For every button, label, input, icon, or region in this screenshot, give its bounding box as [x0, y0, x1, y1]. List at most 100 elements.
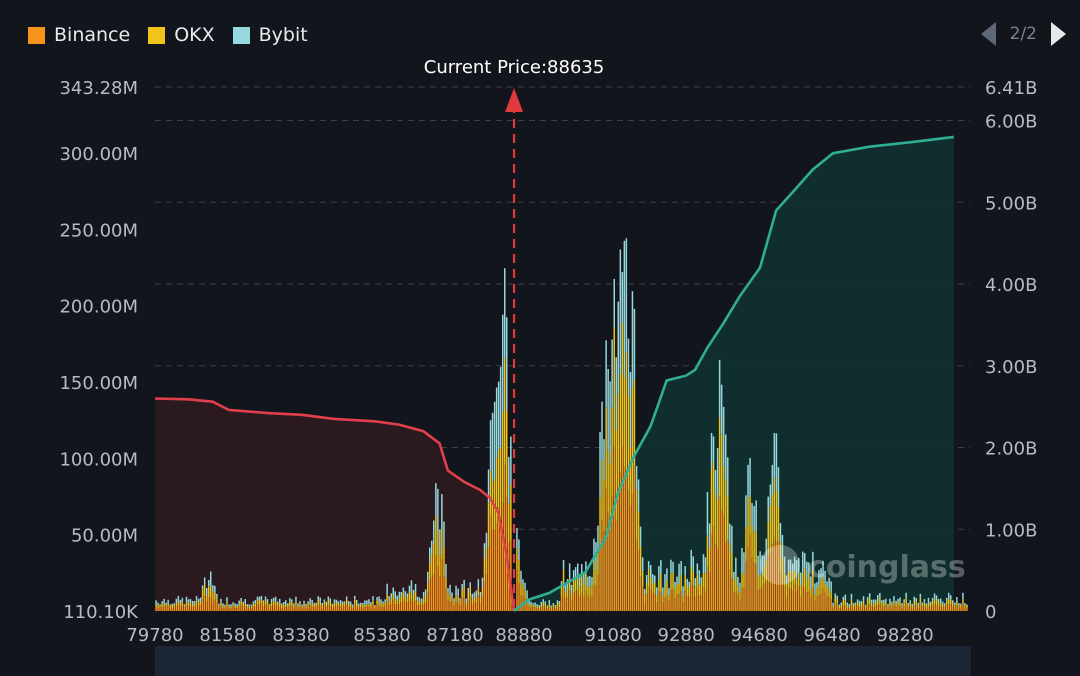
binance-bar: [189, 606, 192, 611]
okx-bar: [712, 462, 715, 527]
binance-bar: [767, 555, 769, 611]
okx-bar: [605, 407, 607, 489]
okx-bar: [293, 605, 295, 608]
okx-bar: [885, 601, 887, 606]
bybit-bar: [946, 597, 948, 601]
okx-bar: [704, 573, 707, 592]
binance-bar: [714, 543, 717, 611]
binance-bar: [570, 601, 573, 611]
bybit-bar: [844, 594, 847, 600]
binance-bar: [579, 596, 581, 611]
bybit-bar: [449, 584, 451, 596]
okx-bar: [305, 606, 307, 609]
okx-bar: [615, 430, 617, 520]
binance-bar: [167, 606, 169, 611]
bybit-bar: [540, 601, 542, 606]
x-axis-tick-label: 79780: [126, 625, 183, 646]
binance-bar: [234, 608, 236, 611]
bybit-bar: [362, 602, 364, 605]
okx-bar: [645, 583, 648, 594]
bybit-bar: [351, 604, 354, 607]
okx-bar: [889, 603, 891, 607]
binance-bar: [499, 522, 502, 611]
bybit-bar: [451, 592, 453, 598]
okx-bar: [802, 573, 804, 587]
okx-bar: [850, 599, 853, 605]
bybit-bar: [473, 592, 476, 598]
right-axis-tick-label: 6.00B: [985, 112, 1037, 133]
bybit-bar: [903, 599, 905, 603]
bybit-bar: [737, 576, 739, 586]
binance-bar: [214, 600, 216, 611]
bybit-bar: [429, 547, 431, 564]
okx-bar: [329, 602, 332, 607]
bybit-bar: [832, 602, 834, 606]
bybit-bar: [564, 584, 567, 593]
long-cumulative-line: [513, 135, 954, 613]
bybit-bar: [840, 602, 842, 606]
okx-bar: [929, 604, 932, 608]
binance-bar: [939, 605, 942, 611]
bybit-bar: [487, 469, 490, 504]
okx-bar: [479, 596, 482, 604]
bybit-bar: [347, 600, 350, 604]
binance-bar: [824, 592, 826, 611]
binance-bar: [216, 602, 218, 611]
okx-bar: [366, 604, 368, 607]
binance-bar: [289, 605, 291, 611]
okx-bar: [483, 558, 486, 582]
bybit-bar: [560, 581, 563, 587]
okx-bar: [370, 604, 372, 608]
bybit-bar: [366, 600, 368, 605]
bybit-bar: [534, 602, 536, 605]
next-page-icon[interactable]: [1051, 22, 1066, 46]
bybit-bar: [390, 593, 392, 599]
bybit-bar: [810, 576, 812, 589]
short-cumulative-area: [155, 398, 515, 611]
binance-bar: [384, 606, 386, 611]
bybit-bar: [574, 567, 577, 581]
okx-bar: [795, 579, 798, 592]
legend-item-binance[interactable]: Binance: [28, 24, 130, 46]
bybit-bar: [619, 249, 622, 374]
okx-bar: [864, 605, 867, 608]
binance-bar: [378, 605, 380, 611]
zoom-scrollbar[interactable]: [155, 646, 971, 676]
bybit-bar: [465, 598, 467, 603]
okx-bar: [429, 563, 431, 580]
bybit-bar: [761, 555, 763, 574]
binance-bar: [727, 539, 729, 611]
okx-bar: [763, 566, 765, 584]
bybit-bar: [408, 585, 411, 594]
binance-bar: [686, 595, 688, 611]
bybit-bar: [163, 598, 165, 604]
binance-bar: [325, 607, 328, 611]
okx-bar: [631, 387, 634, 494]
binance-bar: [737, 594, 739, 611]
prev-page-icon[interactable]: [980, 22, 996, 46]
okx-bar: [818, 584, 820, 596]
binance-bar: [372, 603, 374, 611]
okx-bar: [398, 598, 401, 604]
bybit-bar: [422, 592, 425, 599]
okx-bar: [875, 601, 877, 606]
bybit-bar: [171, 603, 173, 606]
bybit-bar: [386, 583, 388, 595]
binance-bar: [749, 535, 751, 611]
binance-bar: [893, 604, 895, 611]
bybit-bar: [378, 596, 380, 602]
binance-bar: [351, 608, 354, 611]
binance-bar: [650, 589, 652, 611]
bybit-bar: [808, 562, 810, 575]
binance-bar: [343, 606, 346, 611]
bybit-bar: [583, 573, 585, 585]
binance-bar: [183, 607, 186, 611]
okx-bar: [414, 591, 417, 601]
okx-bar: [893, 601, 895, 605]
binance-bar: [477, 595, 480, 611]
legend-item-bybit[interactable]: Bybit: [232, 24, 308, 46]
bybit-bar: [731, 525, 733, 554]
legend-item-okx[interactable]: OKX: [148, 24, 215, 46]
binance-bar: [652, 592, 654, 611]
okx-bar: [264, 599, 267, 605]
